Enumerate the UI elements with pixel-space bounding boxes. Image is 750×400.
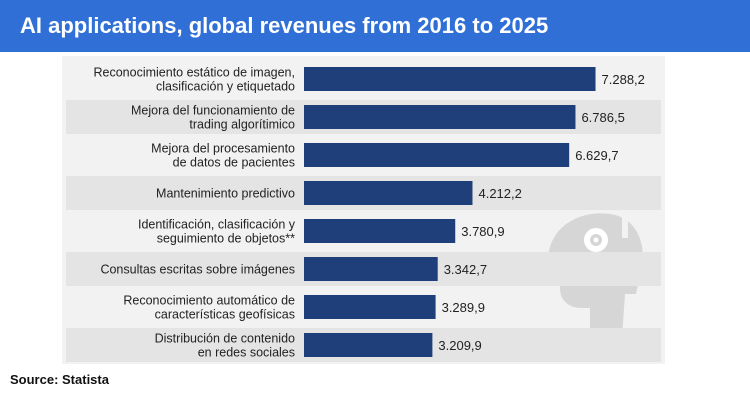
value-label: 6.786,5: [581, 110, 624, 125]
bar: [304, 105, 576, 129]
value-label: 3.289,9: [442, 300, 485, 315]
category-label-line: clasificación y etiquetado: [156, 80, 295, 94]
value-label: 4.212,2: [478, 186, 521, 201]
category-label-line: características geofísicas: [155, 308, 295, 322]
category-label-line: Mejora del procesamiento: [151, 142, 295, 156]
category-label: Mejora del procesamiento de datos de paci…: [151, 142, 295, 170]
bar: [304, 257, 438, 281]
robot-eye-pupil: [593, 237, 599, 243]
chart-header: AI applications, global revenues from 20…: [0, 0, 750, 52]
category-label-line: Reconocimiento automático de: [123, 294, 295, 308]
robot-head-slot: [622, 216, 628, 238]
value-label: 3.209,9: [438, 338, 481, 353]
category-label-line: Distribución de contenido: [155, 332, 295, 346]
bar: [304, 219, 456, 243]
category-label-line: Mejora del funcionamiento de: [131, 104, 295, 118]
category-label-line: de datos de pacientes: [173, 156, 295, 170]
category-label-line: Consultas escritas sobre imágenes: [100, 263, 295, 277]
value-label: 7.288,2: [602, 72, 645, 87]
category-label: Reconocimiento automático de característi…: [123, 294, 295, 322]
category-label-line: en redes sociales: [198, 346, 295, 360]
category-label-line: Mantenimiento predictivo: [156, 187, 295, 201]
category-label: Identificación, clasificación y seguimien…: [138, 218, 296, 246]
bar: [304, 143, 570, 167]
category-label-line: Identificación, clasificación y: [138, 218, 296, 232]
bar: [304, 181, 473, 205]
category-label-line: trading algorítimico: [189, 118, 295, 132]
value-label: 6.629,7: [575, 148, 618, 163]
bar: [304, 295, 436, 319]
category-label-line: Reconocimiento estático de imagen,: [93, 66, 295, 80]
category-label: Reconocimiento estático de imagen, clasif…: [93, 66, 295, 94]
value-label: 3.780,9: [461, 224, 504, 239]
category-label: Mantenimiento predictivo: [156, 187, 295, 201]
value-label: 3.342,7: [444, 262, 487, 277]
category-label: Distribución de contenido en redes social…: [155, 332, 295, 360]
chart-title: AI applications, global revenues from 20…: [20, 13, 549, 38]
bar: [304, 333, 433, 357]
category-label: Consultas escritas sobre imágenes: [100, 263, 295, 277]
bar: [304, 67, 596, 91]
category-label: Mejora del funcionamiento de trading algo…: [131, 104, 295, 132]
source-note: Source: Statista: [10, 372, 109, 387]
category-label-line: seguimiento de objetos**: [157, 232, 295, 246]
